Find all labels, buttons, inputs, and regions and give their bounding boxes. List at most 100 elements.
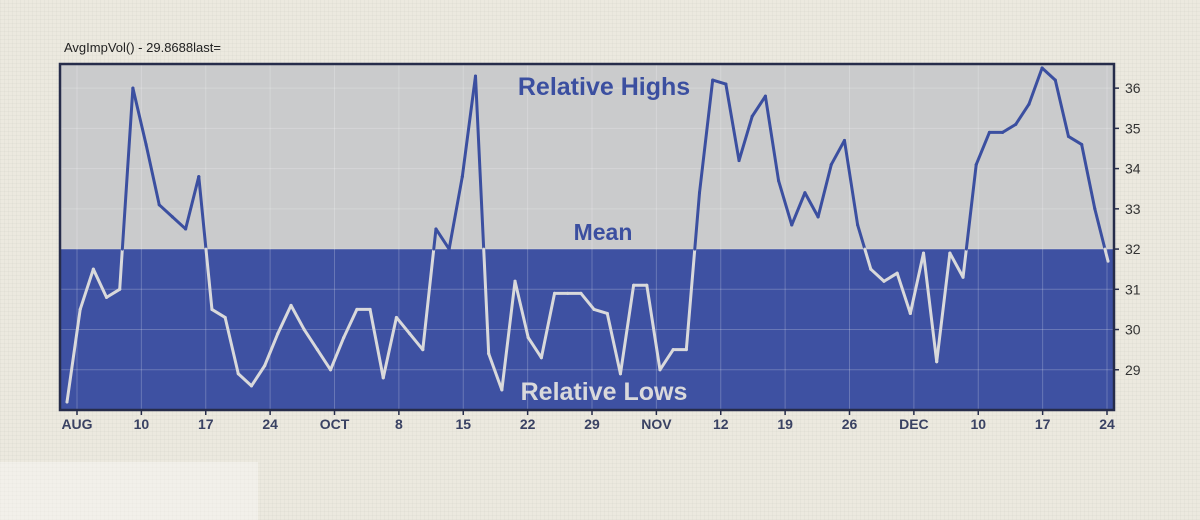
- series-segment: [777, 179, 794, 227]
- data-point: [763, 94, 767, 98]
- relative-highs-zone: [60, 64, 1114, 250]
- series-segment: [645, 283, 662, 372]
- indicator-label: AvgImpVol() - 29.8688last=: [64, 40, 221, 55]
- data-point: [908, 311, 912, 315]
- data-point: [355, 307, 359, 311]
- series-segment: [263, 332, 280, 368]
- data-point: [342, 336, 346, 340]
- series-segment: [236, 372, 253, 388]
- series-segment: [432, 227, 438, 251]
- data-point: [737, 159, 741, 163]
- series-segment: [118, 247, 124, 291]
- data-point: [408, 332, 412, 336]
- x-tick-label: 8: [395, 416, 403, 432]
- data-point: [671, 348, 675, 352]
- data-point: [289, 303, 293, 307]
- data-point: [1106, 259, 1110, 263]
- y-tick-label: 35: [1125, 120, 1141, 136]
- data-point: [513, 279, 517, 283]
- data-point: [1014, 122, 1018, 126]
- x-tick-label: 10: [970, 416, 986, 432]
- series-segment: [1103, 247, 1110, 263]
- data-point: [500, 388, 504, 392]
- series-segment: [948, 251, 965, 279]
- y-tick-label: 29: [1125, 362, 1141, 378]
- series-segment: [394, 315, 412, 336]
- series-segment: [302, 328, 319, 352]
- series-segment: [381, 315, 398, 380]
- data-point: [144, 142, 148, 146]
- y-axis: 29 30 31 32 33 34 35 36: [1114, 80, 1141, 378]
- series-segment: [856, 223, 867, 251]
- series-segment: [197, 175, 208, 251]
- grid-lines: [60, 64, 1114, 410]
- series-segment: [170, 215, 188, 231]
- y-tick-label: 33: [1125, 201, 1141, 217]
- series-segment: [974, 130, 991, 167]
- series-segment: [790, 191, 807, 227]
- data-point: [210, 307, 214, 311]
- data-point: [421, 348, 425, 352]
- data-point: [842, 138, 846, 142]
- mean-label: Mean: [574, 219, 633, 245]
- series-segment: [473, 74, 486, 251]
- series-segment: [658, 348, 675, 372]
- series-segment: [460, 74, 477, 179]
- x-tick-label: 10: [134, 416, 150, 432]
- series-segment: [131, 86, 148, 146]
- data-point: [157, 203, 161, 207]
- data-point: [645, 283, 649, 287]
- data-point: [1040, 66, 1044, 70]
- data-point: [1027, 102, 1031, 106]
- series-segment: [579, 291, 596, 311]
- series-segment: [421, 247, 436, 352]
- x-tick-label: NOV: [641, 416, 672, 432]
- data-point: [131, 86, 135, 90]
- series-segment: [1040, 66, 1057, 82]
- x-tick-label: 26: [842, 416, 858, 432]
- series-segment: [204, 247, 214, 311]
- data-point: [882, 279, 886, 283]
- data-point: [315, 348, 319, 352]
- x-tick-label: 19: [777, 416, 793, 432]
- data-point: [78, 307, 82, 311]
- data-point: [65, 400, 69, 404]
- series-segment: [961, 247, 968, 279]
- series-segment: [1053, 78, 1070, 138]
- data-point: [1001, 130, 1005, 134]
- series-segment: [157, 203, 174, 219]
- series-segment: [895, 271, 912, 315]
- series-segment: [526, 336, 543, 360]
- data-point: [618, 372, 622, 376]
- series-segment: [539, 291, 557, 360]
- series-segment: [605, 311, 622, 376]
- x-tick-label: 17: [1035, 416, 1051, 432]
- data-point: [698, 191, 702, 195]
- data-point: [922, 251, 926, 255]
- series-segment: [698, 78, 715, 195]
- data-point: [434, 227, 438, 231]
- data-point: [684, 348, 688, 352]
- series-segment: [78, 267, 95, 311]
- series-segment: [1080, 142, 1097, 211]
- series-segment: [276, 303, 293, 336]
- series-segment: [964, 163, 978, 251]
- data-point: [487, 352, 491, 356]
- data-point: [473, 74, 477, 78]
- data-point: [895, 271, 899, 275]
- data-point: [579, 291, 583, 295]
- data-point: [592, 307, 596, 311]
- series-segment: [737, 114, 754, 163]
- series-line: [65, 66, 1110, 404]
- data-point: [91, 267, 95, 271]
- series-segment: [842, 138, 860, 227]
- data-point: [381, 376, 385, 380]
- series-segment: [750, 94, 767, 118]
- series-segment: [487, 352, 504, 392]
- data-point: [223, 315, 227, 319]
- series-segment: [120, 86, 135, 251]
- x-axis: AUG 10 17 24 OCT 8 15 22 29 NOV 12 19 26 DEC 10 17 24: [61, 410, 1115, 432]
- series-segment: [869, 267, 886, 283]
- y-tick-label: 36: [1125, 80, 1141, 96]
